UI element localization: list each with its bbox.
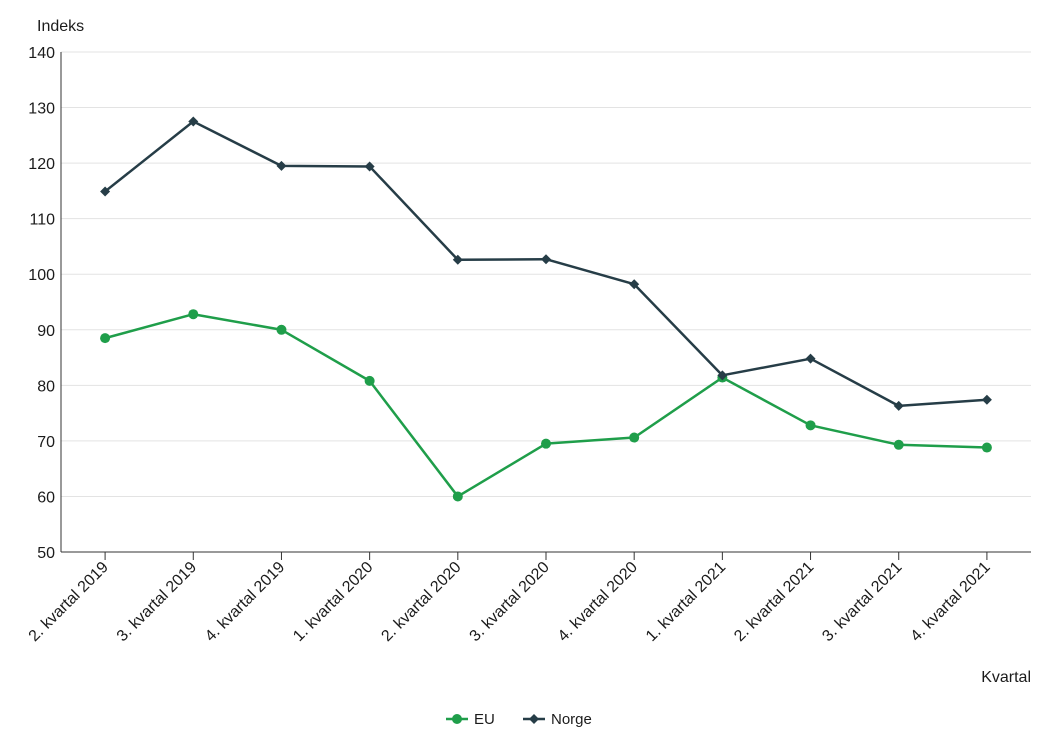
- x-tick-label: 4. kvartal 2021: [908, 559, 994, 645]
- series-norge: [100, 116, 992, 411]
- data-point: [893, 400, 904, 411]
- y-tick-label: 130: [28, 101, 55, 118]
- data-point: [188, 116, 199, 127]
- series: [100, 116, 992, 502]
- x-tick-label: 4. kvartal 2019: [202, 559, 288, 645]
- data-point: [276, 324, 287, 335]
- data-point: [717, 370, 728, 381]
- y-tick-label: 80: [37, 378, 55, 395]
- y-tick-label: 100: [28, 267, 55, 284]
- series-line: [104, 312, 987, 498]
- data-point: [541, 438, 551, 449]
- data-point: [981, 394, 992, 405]
- data-point: [364, 161, 375, 172]
- series-eu: [100, 309, 992, 502]
- data-point: [364, 375, 375, 386]
- y-axis-title: Indeks: [37, 18, 84, 35]
- data-point: [452, 254, 463, 265]
- gridlines: [61, 51, 1031, 497]
- axes: [60, 52, 1031, 560]
- x-tick-labels: 2. kvartal 2019 3. kvartal 2019 4. kvartal…: [26, 559, 994, 645]
- y-tick-labels: 50 60 70 80 90 100 110 120 130 140: [28, 45, 55, 562]
- x-tick-label: 2. kvartal 2019: [26, 559, 112, 645]
- y-tick-label: 60: [37, 489, 55, 506]
- y-tick-label: 90: [37, 323, 55, 340]
- y-tick-label: 120: [28, 156, 55, 173]
- data-point: [276, 160, 287, 171]
- data-point: [100, 186, 111, 197]
- y-tick-label: 70: [37, 434, 55, 451]
- legend-item-norge: Norge: [523, 711, 592, 728]
- x-tick-label: 3. kvartal 2020: [467, 559, 553, 645]
- legend-marker: [529, 714, 539, 724]
- x-tick-label: 4. kvartal 2020: [555, 559, 641, 645]
- legend-label: EU: [474, 711, 495, 728]
- x-tick-label: 2. kvartal 2021: [731, 559, 817, 645]
- legend-marker: [452, 714, 462, 724]
- x-tick-label: 3. kvartal 2021: [819, 559, 905, 645]
- y-tick-label: 50: [37, 545, 55, 562]
- legend-label: Norge: [551, 711, 592, 728]
- data-point: [629, 432, 640, 443]
- x-tick-label: 1. kvartal 2020: [290, 559, 376, 645]
- x-tick-label: 3. kvartal 2019: [114, 559, 200, 645]
- data-point: [805, 353, 816, 364]
- x-tick-label: 2. kvartal 2020: [378, 559, 464, 645]
- data-point: [893, 439, 904, 450]
- data-point: [452, 491, 463, 502]
- x-axis-title: Kvartal: [981, 669, 1031, 686]
- data-point: [805, 420, 816, 431]
- data-point: [629, 279, 640, 290]
- data-point: [100, 333, 111, 344]
- data-point: [541, 254, 551, 265]
- legend-item-eu: EU: [446, 711, 495, 728]
- data-point: [188, 309, 199, 320]
- legend: EU Norge: [446, 711, 592, 728]
- data-point: [981, 442, 992, 453]
- y-tick-label: 110: [29, 212, 55, 229]
- x-tick-label: 1. kvartal 2021: [643, 559, 729, 645]
- y-tick-label: 140: [28, 45, 55, 62]
